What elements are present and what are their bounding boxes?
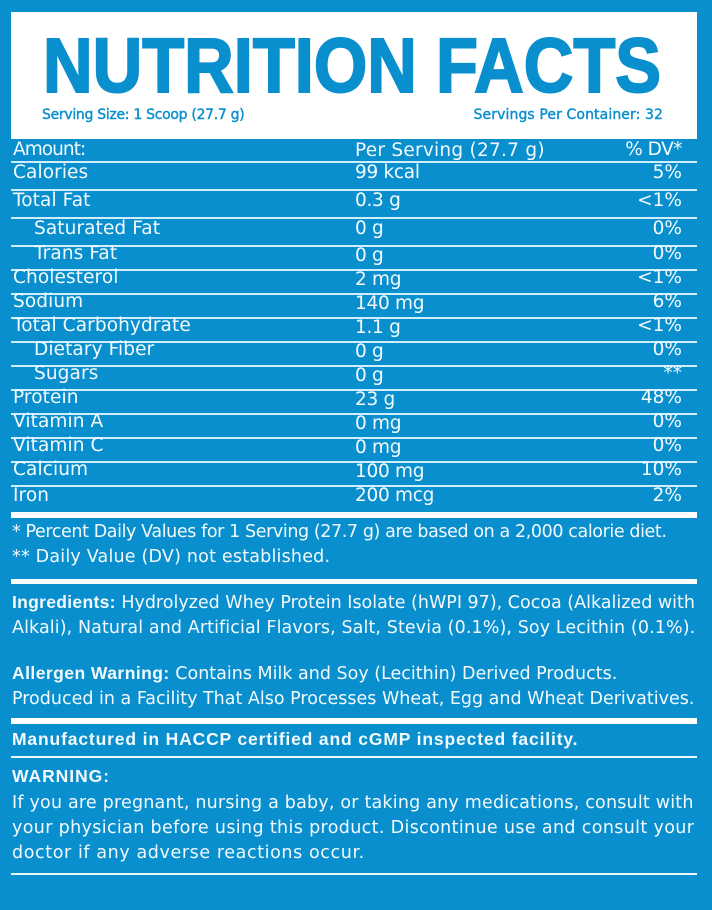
divider-bar-3 [11, 718, 697, 724]
table-row-total-carbohydrate: Total Carbohydrate 1.1 g <1% [11, 315, 697, 343]
table-row-total-fat: Total Fat 0.3 g <1% [11, 190, 697, 219]
table-row-vitamin-a: Vitamin A 0 mg 0% [11, 411, 697, 439]
table-row-calories: Calories 99 kcal 5% [11, 162, 697, 191]
table-row-sugars: Sugars 0 g ** [11, 363, 697, 391]
ingredients-block: Ingredients: Hydrolyzed Whey Protein Iso… [12, 590, 708, 641]
serving-info-row: Serving Size: 1 Scoop (27.7 g) Servings … [42, 107, 663, 123]
table-row-iron: Iron 200 mcg 2% [13, 484, 682, 506]
allergen-text-2: Produced in a Facility That Also Process… [12, 689, 695, 709]
divider-bar-1 [11, 512, 697, 518]
nutrition-table: Amount: Per Serving (27.7 g) % DV* Calor… [11, 139, 697, 512]
ingredients-label: Ingredients: [12, 592, 116, 612]
table-row-sodium: Sodium 140 mg 6% [11, 291, 697, 319]
table-row-vitamin-c: Vitamin C 0 mg 0% [11, 435, 697, 463]
allergen-label: Allergen Warning: [12, 663, 170, 683]
table-row-protein: Protein 23 g 48% [11, 387, 697, 415]
table-row-saturated-fat: Saturated Fat 0 g 0% [11, 218, 697, 247]
footnotes: * Percent Daily Values for 1 Serving (27… [12, 520, 708, 570]
table-row-dietary-fiber: Dietary Fiber 0 g 0% [11, 339, 697, 367]
ingredients-text-2: Alkali), Natural and Artificial Flavors,… [12, 618, 696, 638]
table-header-row: Amount: Per Serving (27.7 g) % DV* [11, 139, 697, 163]
divider-line-2 [11, 873, 697, 875]
table-row-trans-fat: Trans Fat 0 g 0% [11, 243, 697, 271]
column-per-serving: Per Serving (27.7 g) [355, 139, 545, 161]
warning-block: WARNING: If you are pregnant, nursing a … [12, 764, 708, 866]
manufactured-note: Manufactured in HACCP certified and cGMP… [12, 729, 579, 749]
table-row-calcium: Calcium 100 mg 10% [11, 459, 697, 487]
warning-heading: WARNING: [12, 766, 111, 786]
divider-line-1 [11, 756, 697, 758]
warning-text-2: your physician before using this product… [12, 817, 695, 838]
footnote-not-established: ** Daily Value (DV) not established. [12, 547, 331, 567]
footnote-dv: * Percent Daily Values for 1 Serving (27… [12, 522, 667, 542]
warning-text-3: doctor if any adverse reactions occur. [12, 842, 365, 863]
ingredients-text-1: Hydrolyzed Whey Protein Isolate (hWPI 97… [115, 593, 695, 613]
page-title: NUTRITION FACTS [42, 22, 662, 109]
header-panel: NUTRITION FACTS Serving Size: 1 Scoop (2… [11, 12, 697, 139]
servings-per-container: Servings Per Container: 32 [473, 107, 663, 123]
divider-bar-2 [11, 579, 697, 584]
allergen-block: Allergen Warning: Contains Milk and Soy … [12, 661, 708, 712]
table-row-cholesterol: Cholesterol 2 mg <1% [11, 267, 697, 295]
column-dv: % DV* [625, 138, 682, 160]
column-amount: Amount: [13, 138, 86, 160]
warning-text-1: If you are pregnant, nursing a baby, or … [12, 792, 694, 813]
allergen-text-1: Contains Milk and Soy (Lecithin) Derived… [169, 664, 618, 684]
serving-size: Serving Size: 1 Scoop (27.7 g) [42, 107, 245, 123]
